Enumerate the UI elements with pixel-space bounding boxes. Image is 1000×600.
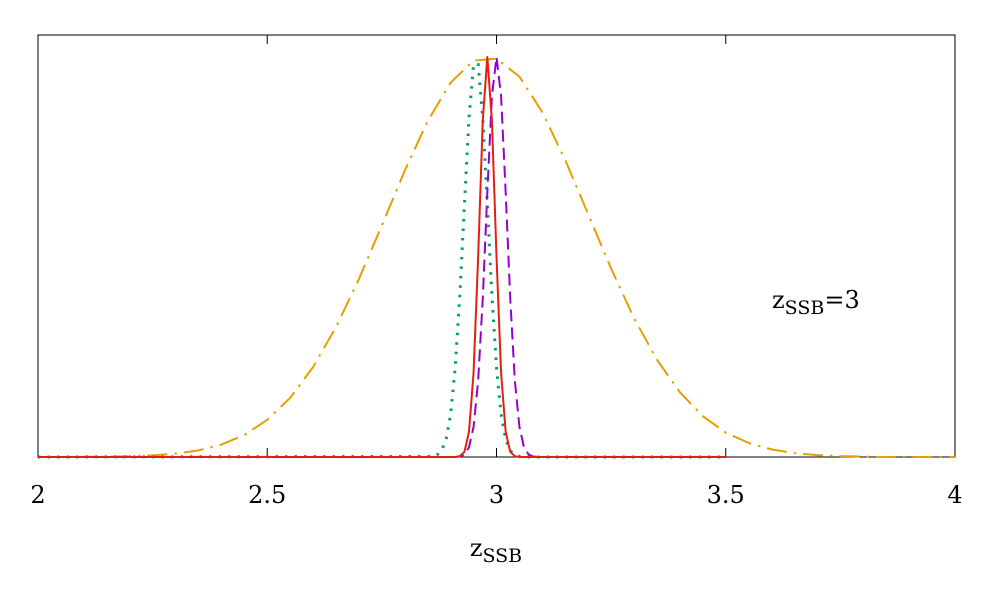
x-tick-label: 3.5: [707, 481, 745, 509]
x-tick-label: 2: [30, 481, 45, 509]
annotation-sub: SSB: [785, 297, 825, 319]
annotation-suffix: =3: [824, 286, 859, 314]
x-axis-label: zSSB: [470, 534, 522, 567]
x-tick-label: 4: [947, 481, 962, 509]
line-series: [38, 56, 726, 458]
x-tick-label: 3: [489, 481, 504, 509]
x-label-sub: SSB: [482, 545, 522, 567]
annotation: zSSB=3: [772, 286, 860, 319]
line-series: [38, 56, 726, 458]
x-tick-label: 2.5: [248, 481, 286, 509]
line-series: [37, 57, 955, 458]
annotation-base: z: [772, 286, 785, 314]
line-series: [37, 62, 726, 459]
x-label-base: z: [470, 534, 483, 562]
